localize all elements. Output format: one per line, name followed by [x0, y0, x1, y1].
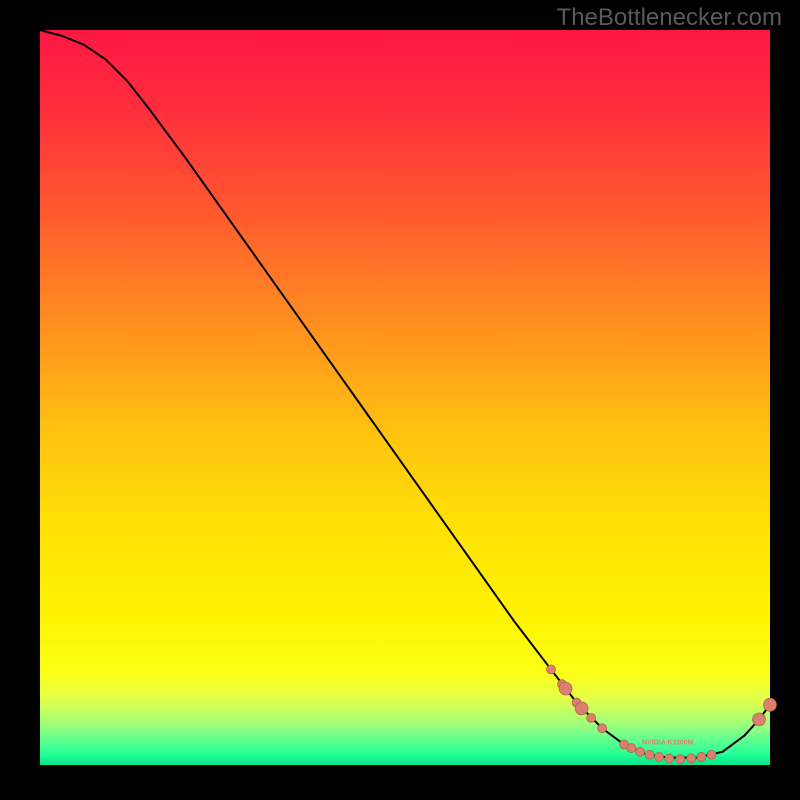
data-point	[665, 754, 674, 763]
marker-label: NVIDIA K1100M	[642, 739, 694, 746]
plot-area: NVIDIA K1100M	[40, 30, 777, 765]
data-point	[707, 750, 716, 759]
chart-stage: NVIDIA K1100M TheBottlenecker.com	[0, 0, 800, 800]
data-point	[547, 665, 556, 674]
data-point	[764, 698, 777, 711]
data-point	[645, 750, 654, 759]
data-point	[753, 713, 766, 726]
data-point	[559, 682, 572, 695]
data-point	[575, 702, 588, 715]
watermark-text: TheBottlenecker.com	[557, 4, 782, 32]
data-point	[687, 754, 696, 763]
data-point	[676, 755, 685, 764]
data-point	[627, 744, 636, 753]
plot-background	[40, 30, 770, 765]
data-point	[587, 713, 596, 722]
data-point	[697, 752, 706, 761]
chart-svg: NVIDIA K1100M	[0, 0, 800, 800]
data-point	[598, 724, 607, 733]
data-point	[636, 747, 645, 756]
data-point	[655, 752, 664, 761]
